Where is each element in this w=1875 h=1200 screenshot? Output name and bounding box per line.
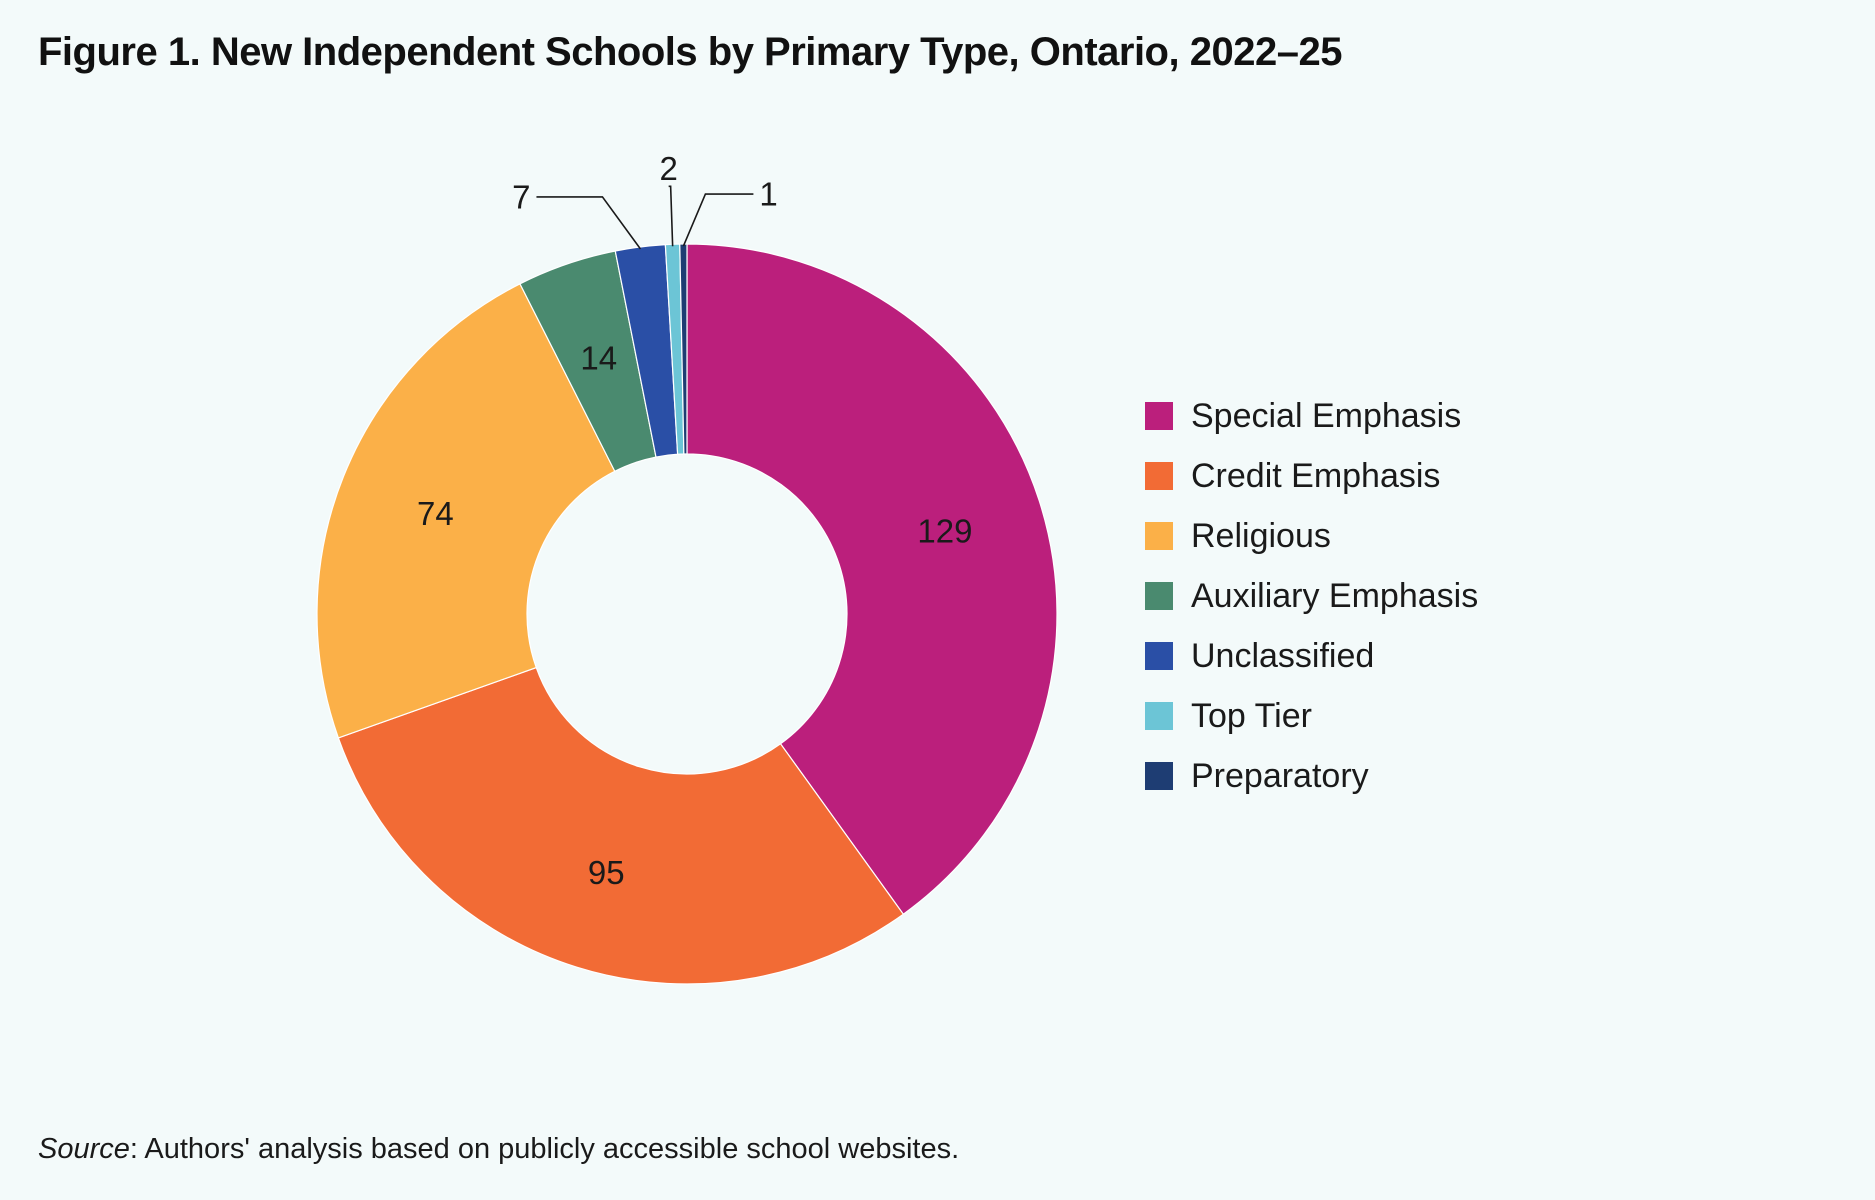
legend-item-auxiliary-emphasis: Auxiliary Emphasis <box>1145 577 1478 615</box>
chart-title: Figure 1. New Independent Schools by Pri… <box>38 30 1342 74</box>
slice-credit-emphasis <box>337 666 905 985</box>
legend: Special Emphasis Credit Emphasis Religious… <box>1145 397 1478 795</box>
legend-item-top-tier: Top Tier <box>1145 697 1312 735</box>
slice-label-unclassified: 7 <box>512 178 530 215</box>
slice-label-top-tier: 2 <box>659 150 677 187</box>
leader-line-top-tier <box>668 185 674 247</box>
leader-line-unclassified <box>536 196 642 250</box>
slice-special-emphasis <box>686 243 1058 916</box>
slice-label-preparatory: 1 <box>759 176 777 213</box>
legend-item-preparatory: Preparatory <box>1145 757 1369 795</box>
donut-slices <box>316 243 1058 985</box>
legend-item-unclassified: Unclassified <box>1145 637 1374 675</box>
slice-preparatory <box>679 243 688 455</box>
legend-swatch-special-emphasis <box>1145 402 1173 430</box>
slice-label-special-emphasis: 129 <box>917 512 972 549</box>
slice-religious <box>316 283 616 739</box>
source-text: : Authors' analysis based on publicly ac… <box>129 1133 960 1165</box>
slice-labels: 129 95 74 14 7 2 1 <box>417 150 972 891</box>
legend-swatch-unclassified <box>1145 642 1173 670</box>
leader-line-preparatory <box>682 193 754 247</box>
leader-lines <box>536 185 754 250</box>
legend-item-special-emphasis: Special Emphasis <box>1145 397 1461 435</box>
legend-item-religious: Religious <box>1145 517 1331 555</box>
legend-item-credit-emphasis: Credit Emphasis <box>1145 457 1440 495</box>
legend-label-preparatory: Preparatory <box>1191 757 1369 795</box>
legend-swatch-top-tier <box>1145 702 1173 730</box>
legend-label-religious: Religious <box>1191 517 1331 555</box>
legend-label-unclassified: Unclassified <box>1191 637 1374 675</box>
source-note: Source: Authors' analysis based on publi… <box>38 1133 1818 1166</box>
slice-label-credit-emphasis: 95 <box>588 854 625 891</box>
legend-swatch-credit-emphasis <box>1145 462 1173 490</box>
source-label: Source <box>38 1133 130 1165</box>
legend-swatch-preparatory <box>1145 762 1173 790</box>
slice-label-religious: 74 <box>417 495 454 532</box>
legend-label-top-tier: Top Tier <box>1191 697 1312 735</box>
slice-label-auxiliary-emphasis: 14 <box>580 339 617 376</box>
legend-swatch-religious <box>1145 522 1173 550</box>
legend-label-credit-emphasis: Credit Emphasis <box>1191 457 1440 495</box>
legend-label-auxiliary-emphasis: Auxiliary Emphasis <box>1191 577 1478 615</box>
legend-label-special-emphasis: Special Emphasis <box>1191 397 1461 435</box>
legend-swatch-auxiliary-emphasis <box>1145 582 1173 610</box>
